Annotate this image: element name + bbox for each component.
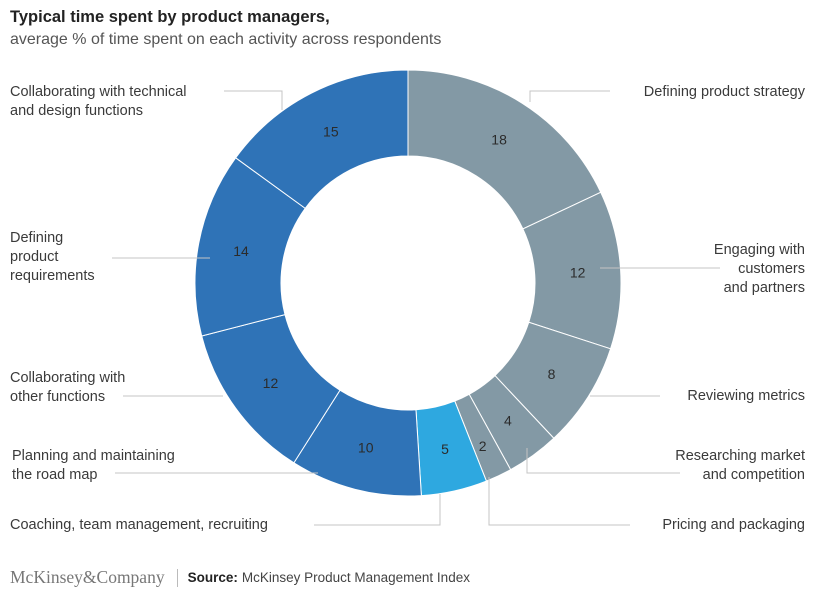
slice-label-2: Reviewing metrics [687, 388, 805, 404]
donut-chart: 18 12 8 4 2 5 10 12 14 15 Defining product strate… [10, 69, 806, 533]
slice-value-4: 2 [479, 438, 487, 454]
slice-value-2: 8 [548, 366, 556, 382]
leader-line-0 [529, 90, 610, 102]
slice-value-0: 18 [491, 131, 507, 147]
leader-lines [112, 90, 720, 526]
slice-value-5: 5 [441, 441, 449, 457]
leader-line-3 [526, 448, 680, 474]
slice-value-6: 10 [358, 440, 374, 456]
source-label: Source: [187, 570, 238, 585]
slice-category-labels: Defining product strategy Engaging with cu… [10, 84, 806, 533]
donut-slice-9 [234, 69, 409, 210]
leader-line-9 [224, 90, 283, 110]
slice-label-9: Collaborating with technical and design f… [10, 84, 187, 119]
footer: McKinsey&Company Source: McKinsey Produc… [10, 567, 470, 588]
leader-line-4 [488, 477, 630, 526]
mckinsey-logo: McKinsey&Company [10, 567, 165, 587]
slice-label-0: Defining product strategy [644, 84, 806, 100]
slice-value-labels: 18 12 8 4 2 5 10 12 14 15 [233, 124, 585, 457]
slice-value-3: 4 [504, 413, 512, 429]
slice-value-1: 12 [570, 264, 586, 280]
slice-value-8: 14 [233, 243, 249, 259]
leader-line-5 [314, 494, 441, 526]
slice-label-5: Coaching, team management, recruiting [10, 517, 268, 533]
source-text: McKinsey Product Management Index [241, 570, 470, 585]
slice-label-4: Pricing and packaging [662, 517, 805, 533]
chart-title: Typical time spent by product managers, [10, 8, 330, 26]
slice-label-8: Defining product requirements [10, 230, 95, 284]
chart-subtitle: average % of time spent on each activity… [10, 31, 442, 48]
donut-slice-0 [407, 69, 602, 230]
slice-label-3: Researching market and competition [675, 448, 805, 483]
slice-label-7: Collaborating with other functions [10, 370, 125, 405]
donut-slices [194, 69, 622, 497]
slice-label-6: Planning and maintaining the road map [12, 448, 175, 483]
slice-value-9: 15 [323, 124, 339, 140]
slice-value-7: 12 [263, 375, 279, 391]
footer-divider [176, 568, 178, 587]
slice-label-1: Engaging with customers and partners [714, 242, 805, 296]
